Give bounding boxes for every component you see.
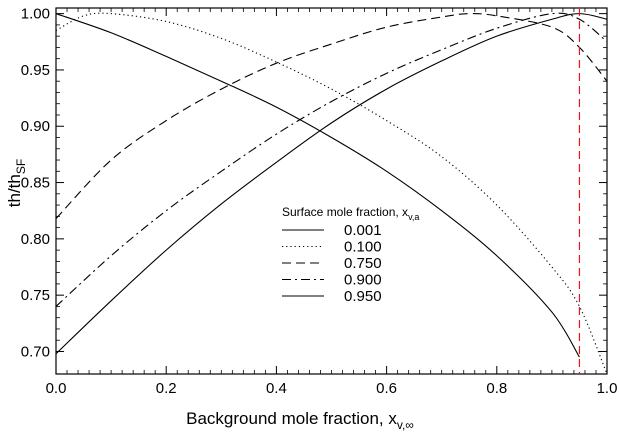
legend-label: 0.750 — [344, 255, 382, 272]
legend-label: 0.950 — [344, 288, 382, 305]
y-tick-label: 0.75 — [21, 287, 50, 304]
x-axis-label-sub: v,∞ — [397, 418, 414, 432]
x-axis-label: Background mole fraction, xv,∞ — [186, 409, 414, 432]
x-tick-label: 0.4 — [266, 380, 287, 397]
plot-frame — [56, 8, 607, 374]
x-tick-label: 0.8 — [486, 380, 507, 397]
y-tick-label: 0.70 — [21, 343, 50, 360]
y-tick-label: 1.00 — [21, 6, 50, 23]
x-tick-label: 1.0 — [597, 380, 618, 397]
y-tick-label: 0.80 — [21, 231, 50, 248]
series-line-0.100 — [56, 13, 607, 374]
series-layer — [56, 13, 607, 374]
series-line-0.900 — [56, 13, 607, 306]
legend-title-sub: v,a — [408, 212, 419, 222]
series-line-0.950 — [56, 14, 607, 354]
legend: Surface mole fraction, xv,a 0.0010.1000.… — [282, 205, 419, 305]
legend-title: Surface mole fraction, xv,a — [282, 205, 419, 222]
y-tick-label: 0.95 — [21, 62, 50, 79]
legend-label: 0.900 — [344, 272, 382, 289]
x-tick-label: 0.6 — [376, 380, 397, 397]
x-tick-label: 0.0 — [46, 380, 67, 397]
y-tick-label: 0.85 — [21, 175, 50, 192]
y-axis-label-sub: SF — [14, 159, 28, 174]
legend-label: 0.100 — [344, 239, 382, 256]
x-axis-label-main: Background mole fraction, x — [186, 409, 397, 428]
legend-label: 0.001 — [344, 222, 382, 239]
series-line-0.001 — [56, 14, 579, 357]
x-tick-label: 0.2 — [156, 380, 177, 397]
y-tick-label: 0.90 — [21, 118, 50, 135]
tick-layer: 0.0 0.2 0.4 0.6 0.8 1.0 0.70 0.75 0.80 0.85 0.90 0.… — [21, 6, 618, 397]
legend-title-main: Surface mole fraction, x — [282, 205, 408, 219]
y-axis-label-main: th/th — [5, 174, 24, 207]
plot-border — [56, 8, 607, 374]
